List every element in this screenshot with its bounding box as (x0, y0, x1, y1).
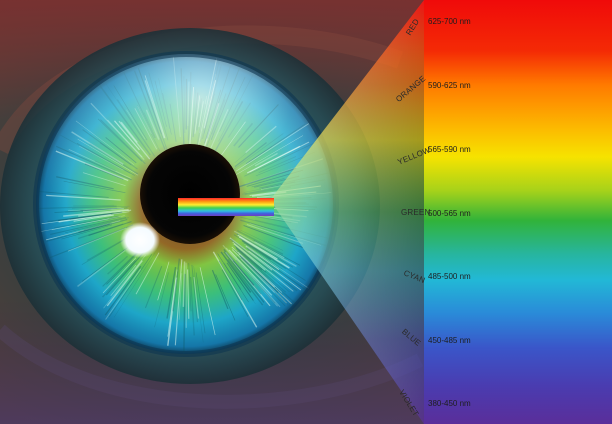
lower-eyelid-fold (0, 324, 424, 409)
wavelength-cyan: 485-500 nm (428, 272, 471, 281)
wavelength-green: 500-565 nm (428, 209, 471, 218)
band-label-green: GREEN (401, 208, 431, 217)
pupil (140, 144, 240, 244)
light-beam (178, 198, 274, 216)
wavelength-orange: 590-625 nm (428, 81, 471, 90)
wavelength-yellow: 565-590 nm (428, 145, 471, 154)
spectrum-strip (424, 0, 612, 424)
dispersion-fan-glow (270, 0, 424, 424)
catchlight-highlight (120, 222, 160, 258)
wavelength-red: 625-700 nm (428, 17, 471, 26)
wavelength-violet: 380-450 nm (428, 399, 471, 408)
wavelength-blue: 450-485 nm (428, 336, 471, 345)
